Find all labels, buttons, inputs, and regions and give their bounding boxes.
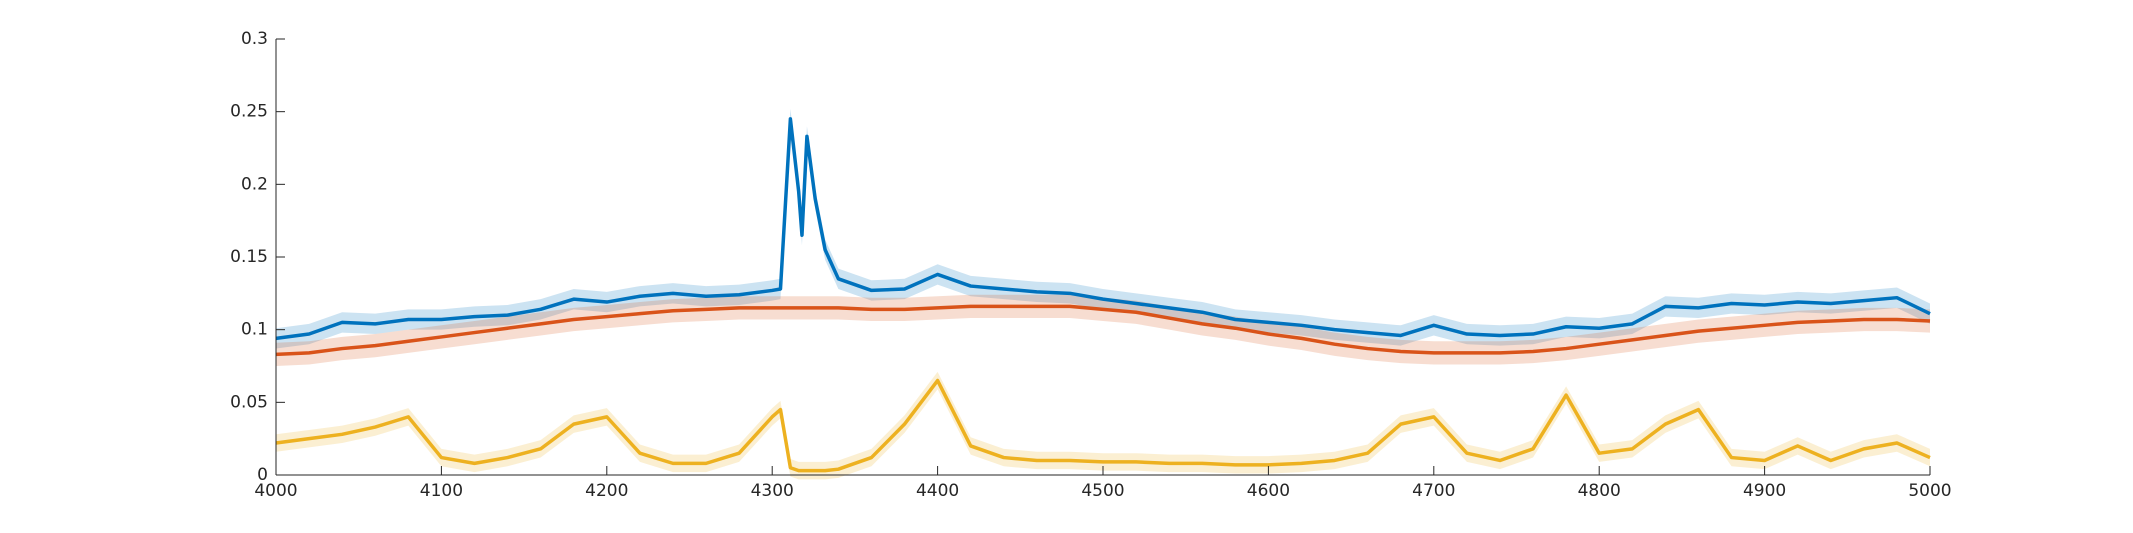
x-tick-label: 4800	[1578, 481, 1621, 501]
series-line	[275, 304, 1931, 357]
x-tick-label: 4000	[254, 481, 297, 501]
y-tick-label: 0.25	[230, 102, 268, 122]
x-tick-label: 4300	[751, 481, 794, 501]
error-band	[276, 294, 1930, 366]
x-tick-label: 4400	[916, 481, 959, 501]
x-tick-label: 5000	[1908, 481, 1951, 501]
x-tick-label: 4700	[1412, 481, 1455, 501]
x-tick-label: 4200	[585, 481, 628, 501]
y-tick-label: 0.2	[241, 174, 268, 194]
y-tick-label: 0.1	[241, 320, 268, 340]
x-tick-label: 4100	[420, 481, 463, 501]
series-line	[275, 117, 1931, 341]
x-tick-label: 4600	[1247, 481, 1290, 501]
y-tick-label: 0	[257, 465, 268, 485]
x-tick-label: 4900	[1743, 481, 1786, 501]
error-band	[276, 108, 1930, 349]
y-tick-label: 0.3	[241, 29, 268, 49]
error-band	[276, 371, 1930, 480]
x-tick-label: 4500	[1081, 481, 1124, 501]
series-line	[275, 378, 1931, 473]
y-tick-label: 0.15	[230, 247, 268, 267]
y-tick-label: 0.05	[230, 392, 268, 412]
